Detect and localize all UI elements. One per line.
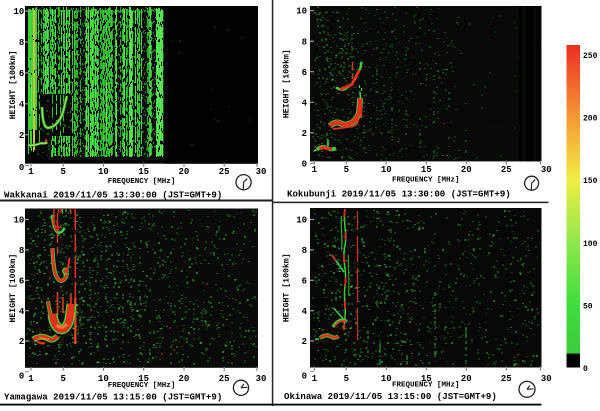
svg-text:HEIGHT [100km]: HEIGHT [100km] bbox=[282, 253, 292, 322]
svg-text:10: 10 bbox=[98, 374, 109, 384]
svg-text:100: 100 bbox=[583, 240, 598, 249]
svg-text:6: 6 bbox=[302, 276, 307, 286]
svg-text:Wakkanai 2019/11/05 13:30:00 (: Wakkanai 2019/11/05 13:30:00 (JST=GMT+9) bbox=[4, 189, 222, 200]
svg-text:200: 200 bbox=[583, 115, 598, 124]
svg-text:5: 5 bbox=[60, 374, 65, 384]
svg-text:25: 25 bbox=[501, 374, 512, 384]
svg-text:8: 8 bbox=[302, 37, 307, 47]
svg-text:1: 1 bbox=[28, 167, 34, 177]
svg-text:10: 10 bbox=[381, 165, 392, 175]
svg-text:30: 30 bbox=[256, 374, 267, 384]
svg-text:8: 8 bbox=[302, 246, 307, 256]
svg-text:30: 30 bbox=[541, 374, 552, 384]
svg-text:10: 10 bbox=[381, 374, 392, 384]
svg-text:Yamagawa 2019/11/05 13:15:00 (: Yamagawa 2019/11/05 13:15:00 (JST=GMT+9) bbox=[4, 391, 222, 402]
svg-text:6: 6 bbox=[19, 276, 24, 286]
svg-text:0: 0 bbox=[583, 365, 588, 374]
svg-text:20: 20 bbox=[461, 165, 472, 175]
svg-text:10: 10 bbox=[13, 216, 24, 226]
svg-text:1: 1 bbox=[28, 374, 34, 384]
svg-text:2: 2 bbox=[302, 129, 307, 139]
svg-text:15: 15 bbox=[421, 374, 432, 384]
svg-text:150: 150 bbox=[583, 177, 598, 186]
svg-text:8: 8 bbox=[19, 38, 24, 48]
svg-text:8: 8 bbox=[19, 246, 24, 256]
svg-text:20: 20 bbox=[179, 374, 190, 384]
svg-text:FREQUENCY [MHz]: FREQUENCY [MHz] bbox=[392, 382, 460, 390]
svg-text:4: 4 bbox=[19, 100, 25, 110]
svg-text:Okinawa 2019/11/05 13:15:00 (J: Okinawa 2019/11/05 13:15:00 (JST=GMT+9) bbox=[284, 391, 497, 402]
svg-text:5: 5 bbox=[344, 165, 349, 175]
svg-text:6: 6 bbox=[302, 68, 307, 78]
svg-text:30: 30 bbox=[541, 165, 552, 175]
svg-text:10: 10 bbox=[13, 7, 24, 17]
svg-text:4: 4 bbox=[302, 307, 308, 317]
svg-text:5: 5 bbox=[344, 374, 349, 384]
svg-text:4: 4 bbox=[19, 307, 25, 317]
svg-text:1: 1 bbox=[312, 165, 318, 175]
svg-text:2: 2 bbox=[19, 131, 24, 141]
svg-text:250: 250 bbox=[583, 52, 598, 61]
svg-text:FREQUENCY [MHz]: FREQUENCY [MHz] bbox=[392, 177, 460, 185]
svg-text:25: 25 bbox=[501, 165, 512, 175]
svg-text:1: 1 bbox=[312, 374, 318, 384]
svg-text:5: 5 bbox=[60, 167, 65, 177]
svg-text:HEIGHT [100km]: HEIGHT [100km] bbox=[8, 50, 18, 119]
svg-text:FREQUENCY [MHz]: FREQUENCY [MHz] bbox=[108, 382, 176, 390]
svg-text:0: 0 bbox=[302, 372, 307, 382]
svg-text:0: 0 bbox=[302, 160, 307, 170]
svg-text:15: 15 bbox=[138, 167, 149, 177]
svg-text:4: 4 bbox=[302, 98, 308, 108]
svg-text:0: 0 bbox=[19, 372, 24, 382]
svg-text:10: 10 bbox=[98, 167, 109, 177]
svg-text:2: 2 bbox=[19, 337, 24, 347]
svg-text:20: 20 bbox=[179, 167, 190, 177]
svg-text:50: 50 bbox=[583, 302, 593, 311]
svg-text:15: 15 bbox=[138, 374, 149, 384]
svg-text:0: 0 bbox=[19, 163, 24, 173]
svg-text:HEIGHT [100km]: HEIGHT [100km] bbox=[8, 254, 18, 323]
svg-text:10: 10 bbox=[296, 7, 307, 17]
svg-text:20: 20 bbox=[461, 374, 472, 384]
svg-text:25: 25 bbox=[219, 374, 230, 384]
svg-text:15: 15 bbox=[421, 165, 432, 175]
svg-text:10: 10 bbox=[296, 216, 307, 226]
svg-text:2: 2 bbox=[302, 337, 307, 347]
svg-text:25: 25 bbox=[219, 167, 230, 177]
svg-text:HEIGHT [100km]: HEIGHT [100km] bbox=[282, 49, 292, 118]
svg-text:6: 6 bbox=[19, 69, 24, 79]
svg-text:Kokubunji 2019/11/05 13:30:00: Kokubunji 2019/11/05 13:30:00 (JST=GMT+9… bbox=[287, 189, 511, 200]
svg-text:30: 30 bbox=[256, 167, 267, 177]
svg-text:FREQUENCY [MHz]: FREQUENCY [MHz] bbox=[108, 178, 176, 186]
